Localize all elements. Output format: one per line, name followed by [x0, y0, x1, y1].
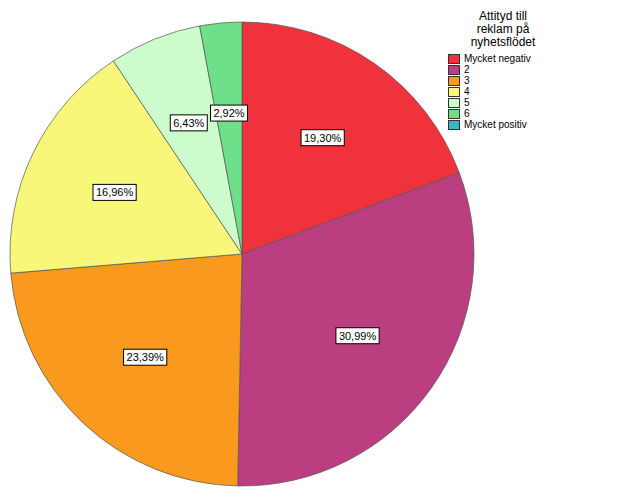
svg-text:2,92%: 2,92% [213, 107, 244, 119]
svg-text:16,96%: 16,96% [96, 186, 134, 198]
html-text:6: 6 [464, 108, 470, 119]
svg-text:6,43%: 6,43% [173, 117, 204, 129]
html-text:4: 4 [464, 86, 470, 97]
html-text:5: 5 [464, 97, 470, 108]
html-text:Attityd till reklam på nyhetsf: Attityd till reklam på nyhetsflödet [470, 9, 536, 49]
html-text:Mycket positiv: Mycket positiv [464, 119, 527, 130]
svg-text:23,39%: 23,39% [127, 351, 165, 363]
html-text:3: 3 [464, 75, 470, 86]
html-text:2: 2 [464, 64, 470, 75]
html-text:Mycket negativ: Mycket negativ [464, 53, 531, 64]
svg-text:30,99%: 30,99% [339, 330, 377, 342]
svg-text:19,30%: 19,30% [304, 132, 342, 144]
